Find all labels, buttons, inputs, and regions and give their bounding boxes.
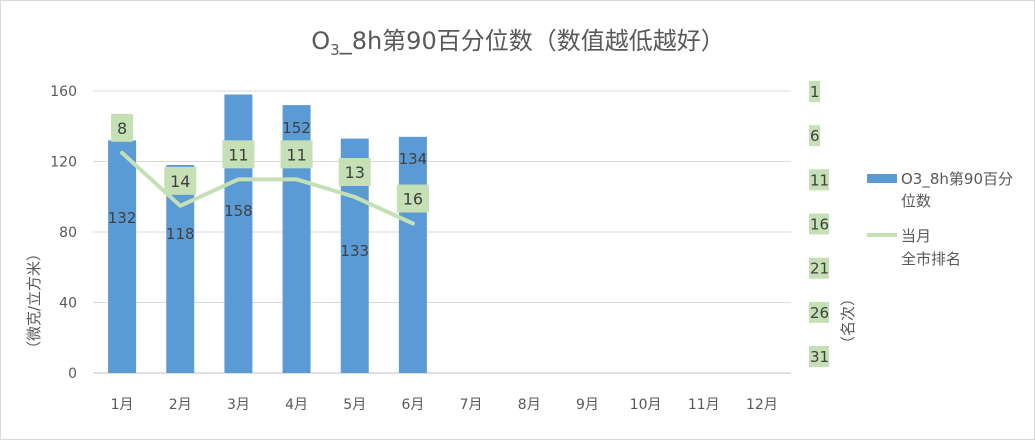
y-tick-label: 40 [59, 296, 77, 312]
legend-bar-label: 位数 [901, 192, 931, 210]
x-tick-label: 6月 [401, 397, 424, 413]
y2-tick-label: 6 [810, 127, 820, 145]
y2-tick-label: 16 [810, 216, 829, 234]
x-tick-label: 2月 [169, 397, 192, 413]
y2-tick-bg [809, 301, 829, 323]
x-tick-label: 5月 [343, 397, 366, 413]
y2-tick-label: 26 [810, 304, 829, 322]
bar [224, 94, 253, 374]
x-tick-label: 4月 [285, 397, 308, 413]
y2-axis-label: （名次） [839, 291, 857, 351]
y2-tick-label: 11 [810, 171, 829, 189]
y-tick-label: 160 [50, 84, 77, 100]
rank-data-label: 14 [170, 172, 190, 191]
x-tick-label: 10月 [630, 397, 662, 413]
bar [108, 140, 137, 373]
chart-title: O3_8h第90百分位数（数值越低越好） [311, 27, 724, 59]
y2-tick-bg [809, 81, 820, 102]
rank-data-label: 11 [228, 145, 248, 164]
y-tick-label: 120 [50, 155, 77, 171]
y2-tick-label: 21 [810, 260, 829, 278]
bar-data-label: 133 [340, 242, 369, 260]
y-tick-label: 80 [59, 225, 77, 241]
rank-data-label: 11 [286, 145, 306, 164]
y-axis-label: （微克/立方米） [25, 246, 43, 356]
bar-data-label: 152 [282, 119, 311, 137]
bar-data-label: 158 [224, 202, 253, 220]
rank-label-bg [164, 166, 197, 195]
x-tick-label: 7月 [460, 397, 483, 413]
legend-line-label: 当月 [901, 227, 931, 245]
x-tick-label: 1月 [111, 397, 134, 413]
legend-bar-label: O3_8h第90百分 [901, 170, 1013, 189]
y2-tick-bg [809, 346, 829, 367]
rank-data-label: 16 [403, 190, 423, 209]
bar-data-label: 132 [108, 209, 137, 227]
legend-bar-swatch [867, 174, 897, 183]
rank-label-bg [222, 140, 255, 169]
y2-tick-bg [809, 125, 820, 147]
y2-tick-label: 31 [810, 348, 829, 366]
x-tick-label: 8月 [518, 397, 541, 413]
rank-label-bg [111, 113, 134, 142]
bar-data-label: 134 [399, 150, 428, 168]
rank-data-label: 8 [117, 119, 127, 138]
bar-data-label: 118 [166, 225, 195, 243]
x-tick-label: 12月 [746, 397, 778, 413]
rank-data-label: 13 [345, 163, 365, 182]
x-tick-label: 11月 [688, 397, 720, 413]
y-tick-label: 0 [68, 366, 77, 382]
y2-tick-bg [809, 213, 829, 235]
x-tick-label: 3月 [227, 397, 250, 413]
y2-tick-bg [809, 257, 829, 279]
rank-label-bg [396, 184, 429, 213]
rank-label-bg [338, 158, 371, 186]
bar [398, 136, 427, 373]
x-tick-label: 9月 [576, 397, 599, 413]
y2-tick-label: 1 [810, 83, 820, 101]
rank-line [120, 150, 415, 226]
y2-tick-bg [809, 169, 829, 191]
rank-label-bg [280, 140, 313, 169]
legend-line-label: 全市排名 [901, 250, 961, 268]
